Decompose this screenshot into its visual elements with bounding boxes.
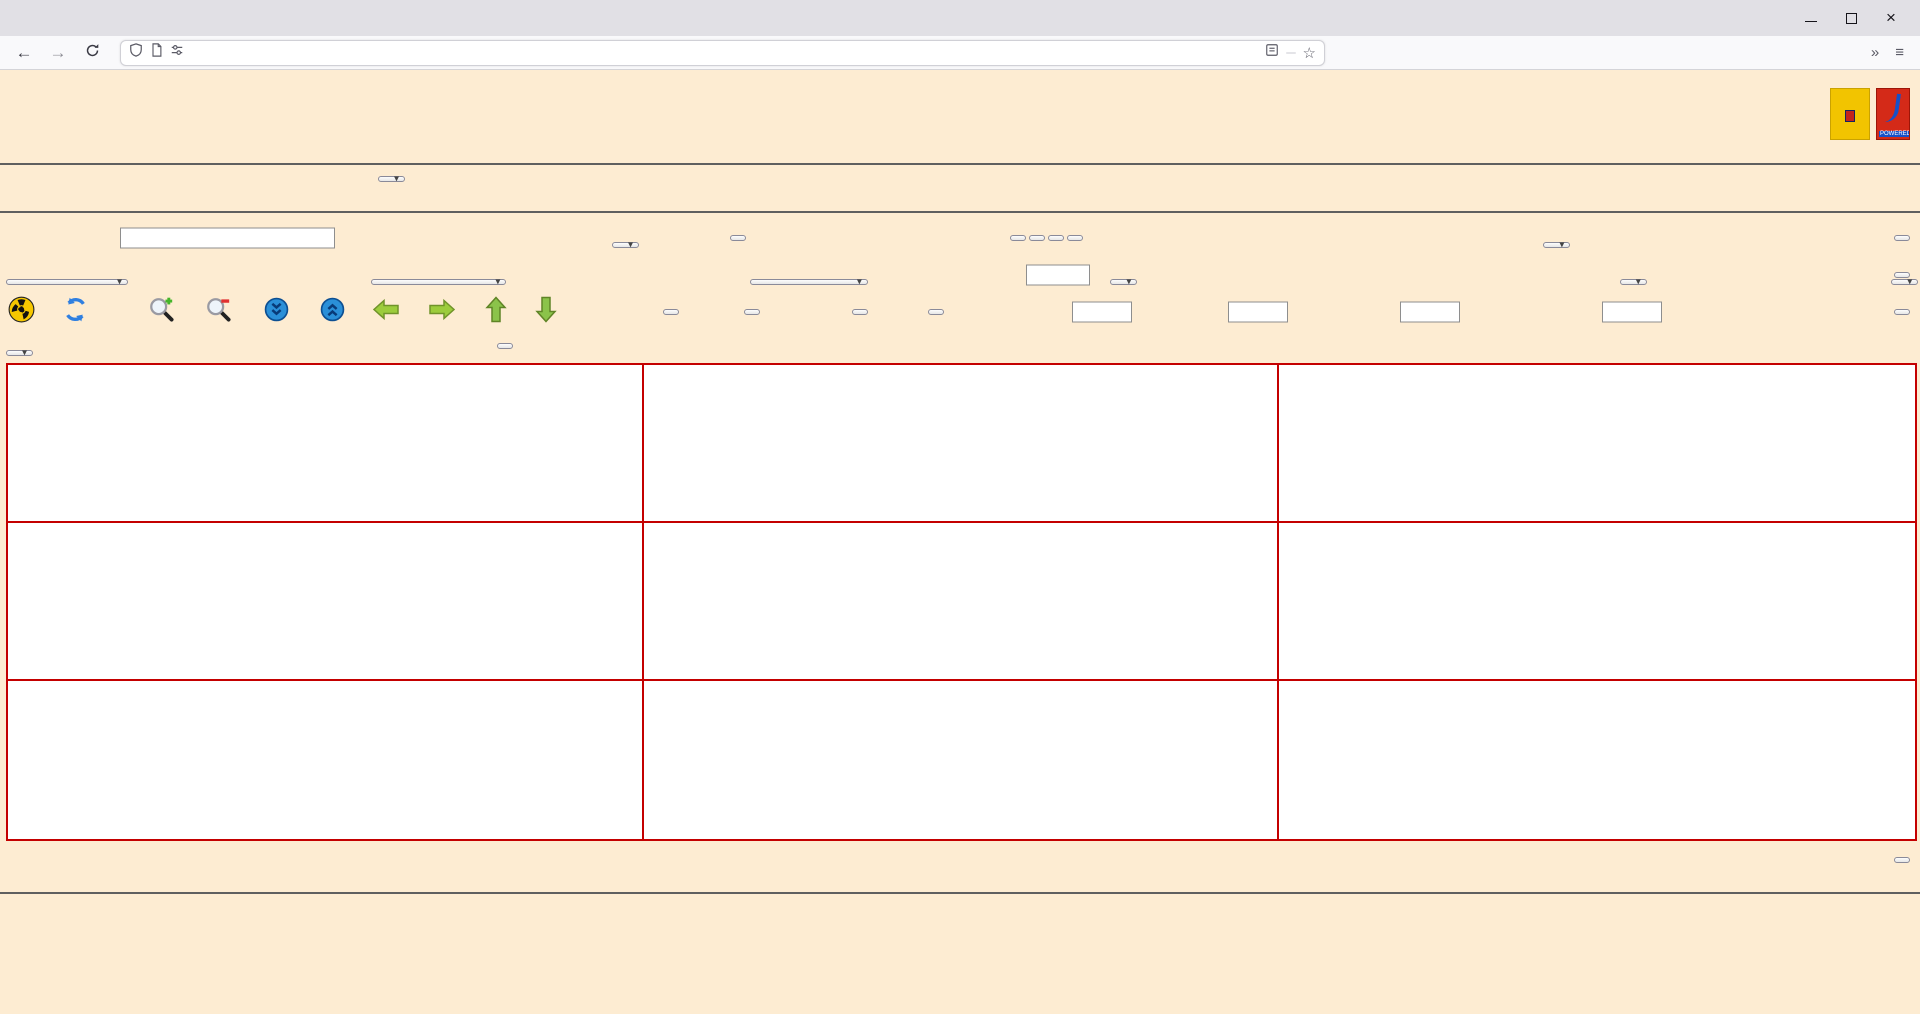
show-button[interactable]	[1010, 235, 1026, 241]
minimize-icon[interactable]	[1804, 11, 1818, 25]
reload-icon[interactable]	[78, 43, 106, 63]
gallery-cell-empty	[1279, 681, 1915, 839]
gallery-cell-aida02[interactable]	[643, 365, 1280, 523]
spectra-functions-dropdown[interactable]	[1543, 242, 1571, 248]
gallery-cell-aida12[interactable]	[1279, 523, 1915, 681]
update-button[interactable]	[1029, 235, 1045, 241]
gallery-grid	[6, 363, 1917, 841]
what-are-these-button[interactable]	[1894, 235, 1910, 241]
radiation-icon[interactable]	[8, 296, 35, 328]
menu-hamburger-icon[interactable]: ≡	[1895, 44, 1904, 61]
expand-vertical-icon[interactable]	[320, 297, 345, 327]
gallery-cell-aida15[interactable]	[8, 681, 644, 839]
gallery-cell-aida06[interactable]	[8, 523, 644, 681]
reader-mode-icon[interactable]	[1265, 43, 1279, 62]
zoom-out-icon[interactable]	[205, 296, 232, 328]
analysis-functions-dropdown[interactable]	[749, 279, 868, 285]
what-are-these-button[interactable]	[1894, 309, 1910, 315]
overflow-chevron-icon[interactable]: »	[1870, 44, 1880, 61]
refresh-icon[interactable]	[62, 296, 89, 328]
spectrum-browser-page: POWERED	[0, 70, 1920, 1014]
x-axis-button[interactable]	[663, 309, 679, 315]
tcl-logo: POWERED	[1876, 88, 1910, 140]
window-close-icon[interactable]: ×	[1886, 8, 1896, 27]
permissions-icon[interactable]	[170, 43, 184, 62]
arrow-left-icon[interactable]	[372, 298, 400, 327]
functions-row	[0, 257, 1920, 293]
shield-icon[interactable]	[129, 43, 143, 62]
logos: POWERED	[1830, 88, 1910, 140]
page-header: POWERED	[0, 70, 1920, 163]
view-functions-dropdown[interactable]	[6, 279, 128, 285]
gallery-cell-aida11[interactable]	[643, 523, 1280, 681]
window-controls: ×	[1804, 8, 1912, 27]
select-spectrum-dropdown[interactable]	[612, 242, 639, 248]
acquisition-row	[0, 165, 1920, 211]
browser-tab-bar: ×	[0, 0, 1920, 36]
multi-button[interactable]	[730, 235, 746, 241]
number-of-galleries-dropdown[interactable]	[1619, 279, 1647, 285]
footer-button-row	[0, 857, 1920, 883]
update-rate-row	[0, 331, 1920, 361]
update-rate-dropdown[interactable]	[6, 350, 33, 356]
new-button[interactable]	[744, 309, 760, 315]
arrange-functions-dropdown[interactable]	[371, 279, 507, 285]
xmax-input[interactable]	[1228, 301, 1288, 323]
url-bar[interactable]: ☆	[120, 39, 1325, 66]
gallery-cell-aida01[interactable]	[8, 365, 644, 523]
new-tab-button[interactable]	[44, 5, 70, 31]
how-to-use-button[interactable]	[1894, 857, 1910, 863]
toolbar-row	[0, 293, 1920, 331]
what-are-these-button[interactable]	[1894, 272, 1910, 278]
zero-button[interactable]	[1067, 235, 1083, 241]
bookmark-star-icon[interactable]: ☆	[1302, 44, 1316, 62]
divider	[0, 163, 1920, 165]
back-icon[interactable]: ←	[15, 42, 33, 62]
maximize-icon[interactable]	[1844, 11, 1858, 25]
auto-update-button[interactable]	[497, 343, 513, 349]
arrow-down-icon[interactable]	[534, 296, 558, 329]
arrow-right-icon[interactable]	[428, 298, 456, 327]
spectrum-name-row	[0, 219, 1920, 257]
channel-input[interactable]	[1026, 264, 1090, 286]
gallery-cell-aida16[interactable]	[643, 681, 1280, 839]
divider	[0, 892, 1920, 894]
gallery-cell-aida05[interactable]	[1279, 365, 1915, 523]
spectrum-name-input[interactable]	[120, 227, 335, 249]
ymin-input[interactable]	[1400, 301, 1460, 323]
tags-fits-dropdown[interactable]	[1110, 279, 1138, 285]
midas-logo	[1830, 88, 1870, 140]
all-button[interactable]	[852, 309, 868, 315]
forward-icon[interactable]: →	[49, 42, 67, 62]
layout-id-dropdown[interactable]	[1891, 279, 1919, 285]
xmin-input[interactable]	[1072, 301, 1132, 323]
browser-nav-bar: ← → ☆ » ≡	[0, 36, 1920, 70]
acquisition-server-select[interactable]	[378, 176, 405, 182]
divider	[0, 211, 1920, 213]
zoom-level-badge[interactable]	[1285, 51, 1296, 54]
linear-button[interactable]	[928, 309, 944, 315]
update-all-button[interactable]	[1048, 235, 1064, 241]
ymax-input[interactable]	[1602, 301, 1662, 323]
page-info-icon[interactable]	[150, 43, 163, 62]
arrow-up-icon[interactable]	[484, 296, 508, 329]
zoom-in-icon[interactable]	[148, 296, 175, 328]
collapse-vertical-icon[interactable]	[264, 297, 289, 327]
